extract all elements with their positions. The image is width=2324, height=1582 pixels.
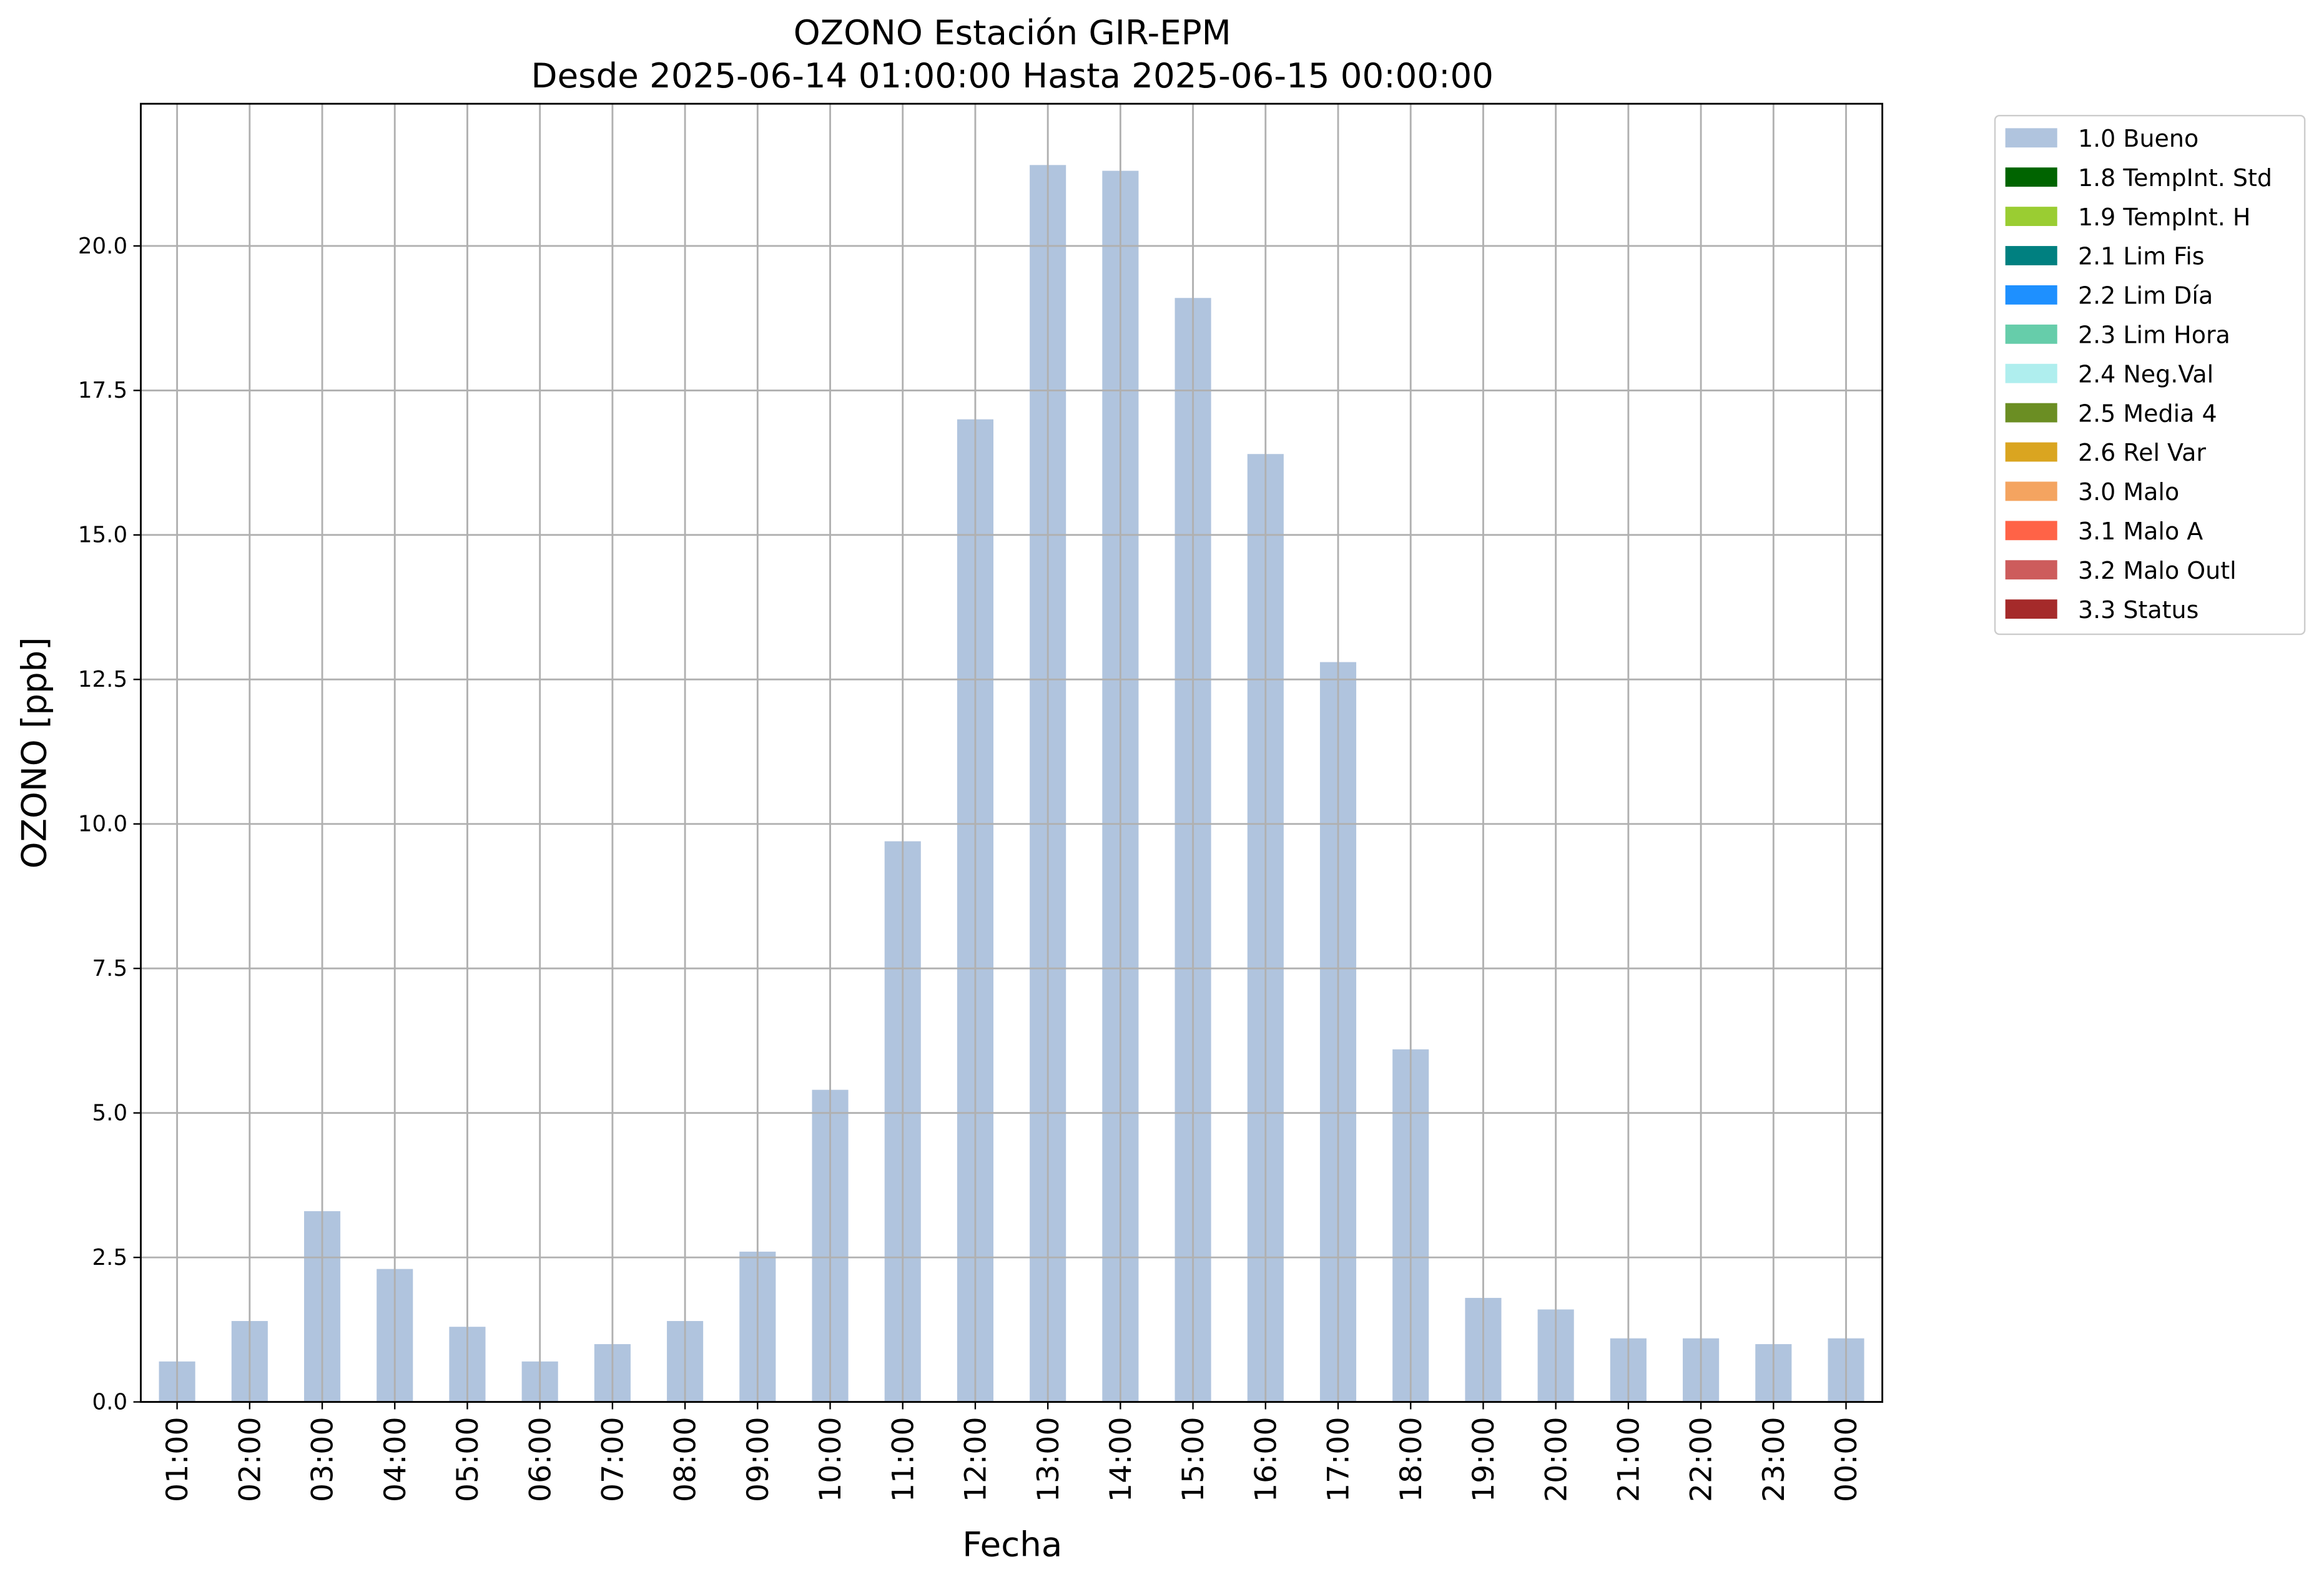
plot-frame: [140, 102, 1884, 1403]
chart-title: OZONO Estación GIR-EPM: [794, 12, 1231, 52]
x-tick-label: 14:00: [1104, 1417, 1138, 1502]
legend-label: 2.6 Rel Var: [2078, 439, 2206, 466]
legend-label: 2.4 Neg.Val: [2078, 360, 2213, 388]
y-tick-label: 5.0: [92, 1101, 128, 1126]
x-tick-label: 09:00: [741, 1417, 775, 1502]
legend-label: 3.3 Status: [2078, 596, 2198, 624]
x-tick-label: 06:00: [523, 1417, 558, 1502]
x-tick-label: 19:00: [1467, 1417, 1501, 1502]
x-tick-label: 20:00: [1539, 1417, 1573, 1502]
legend-swatch: [2005, 246, 2057, 265]
x-tick-label: 05:00: [451, 1417, 485, 1502]
y-tick-label: 17.5: [78, 378, 127, 403]
legend-label: 3.0 Malo: [2078, 478, 2179, 506]
legend-label: 1.9 TempInt. H: [2078, 204, 2250, 231]
legend-label: 3.1 Malo A: [2078, 518, 2203, 545]
legend-swatch: [2005, 403, 2057, 423]
x-tick-label: 17:00: [1322, 1417, 1356, 1502]
legend-swatch: [2005, 481, 2057, 501]
x-tick-label: 00:00: [1829, 1417, 1864, 1502]
legend-frame: [1994, 114, 2306, 636]
x-tick-label: 04:00: [378, 1417, 413, 1502]
x-tick-label: 18:00: [1394, 1417, 1429, 1502]
y-axis-label: OZONO [ppb]: [14, 637, 54, 868]
y-tick-label: 15.0: [78, 523, 127, 548]
legend-label: 1.8 TempInt. Std: [2078, 164, 2272, 192]
legend-swatch: [2005, 128, 2057, 148]
legend-swatch: [2005, 560, 2057, 580]
x-tick-label: 07:00: [596, 1417, 631, 1502]
y-tick-label: 12.5: [78, 667, 127, 692]
x-tick-label: 21:00: [1612, 1417, 1646, 1502]
legend-swatch: [2005, 207, 2057, 227]
legend-swatch: [2005, 599, 2057, 619]
legend-swatch: [2005, 324, 2057, 344]
legend-swatch: [2005, 167, 2057, 187]
legend-label: 1.0 Bueno: [2078, 125, 2198, 152]
legend-swatch: [2005, 521, 2057, 541]
chart-subtitle: Desde 2025-06-14 01:00:00 Hasta 2025-06-…: [531, 56, 1494, 96]
x-tick-label: 01:00: [160, 1417, 195, 1502]
legend-label: 2.3 Lim Hora: [2078, 322, 2230, 349]
y-tick-label: 7.5: [92, 956, 128, 981]
legend-label: 2.2 Lim Día: [2078, 282, 2213, 310]
legend-swatch: [2005, 363, 2057, 383]
x-tick-label: 23:00: [1757, 1417, 1791, 1502]
y-tick-label: 2.5: [92, 1245, 128, 1270]
x-tick-label: 08:00: [669, 1417, 703, 1502]
y-tick-label: 0.0: [92, 1389, 128, 1415]
x-tick-label: 12:00: [959, 1417, 993, 1502]
x-tick-label: 03:00: [306, 1417, 340, 1502]
legend-label: 2.5 Media 4: [2078, 400, 2217, 427]
x-tick-label: 11:00: [886, 1417, 920, 1502]
x-tick-label: 13:00: [1032, 1417, 1066, 1502]
x-tick-label: 15:00: [1176, 1417, 1211, 1502]
x-axis-label: Fecha: [962, 1524, 1062, 1564]
x-tick-label: 22:00: [1685, 1417, 1719, 1502]
y-tick-label: 10.0: [78, 812, 127, 837]
legend-swatch: [2005, 442, 2057, 462]
x-tick-label: 02:00: [233, 1417, 267, 1502]
y-tick-label: 20.0: [78, 233, 127, 259]
legend-swatch: [2005, 285, 2057, 305]
x-tick-label: 16:00: [1249, 1417, 1283, 1502]
x-tick-label: 10:00: [814, 1417, 848, 1502]
legend-label: 2.1 Lim Fis: [2078, 243, 2205, 270]
legend-label: 3.2 Malo Outl: [2078, 557, 2237, 584]
